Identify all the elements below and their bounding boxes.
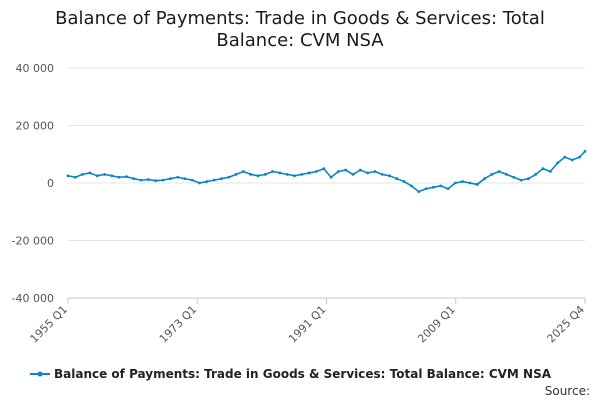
data-point[interactable] xyxy=(439,184,443,188)
y-tick-label: 40 000 xyxy=(16,62,55,75)
data-point[interactable] xyxy=(66,174,70,178)
x-tick-label: 1991 Q1 xyxy=(286,303,329,346)
data-point[interactable] xyxy=(300,172,304,176)
data-point[interactable] xyxy=(139,178,143,182)
data-point[interactable] xyxy=(431,185,435,189)
data-point[interactable] xyxy=(344,168,348,172)
y-tick-label: -40 000 xyxy=(12,292,54,305)
data-point[interactable] xyxy=(336,170,340,173)
source-label: Source: xyxy=(545,384,590,398)
data-point[interactable] xyxy=(154,179,158,183)
data-point[interactable] xyxy=(541,167,545,171)
data-point[interactable] xyxy=(307,171,311,175)
data-point[interactable] xyxy=(205,180,209,183)
data-point[interactable] xyxy=(526,177,530,181)
data-point[interactable] xyxy=(110,174,114,178)
legend[interactable]: Balance of Payments: Trade in Goods & Se… xyxy=(30,367,552,381)
data-point[interactable] xyxy=(402,180,406,183)
data-point[interactable] xyxy=(73,175,77,179)
data-point[interactable] xyxy=(263,172,267,176)
legend-marker xyxy=(37,371,43,377)
data-point[interactable] xyxy=(556,161,559,165)
data-point[interactable] xyxy=(578,155,581,159)
data-point[interactable] xyxy=(293,174,296,178)
data-point[interactable] xyxy=(234,172,238,176)
data-point[interactable] xyxy=(322,167,326,171)
data-point[interactable] xyxy=(227,175,231,179)
data-point[interactable] xyxy=(161,178,165,182)
data-point[interactable] xyxy=(358,168,362,172)
data-point[interactable] xyxy=(190,178,194,182)
gridlines xyxy=(68,67,585,299)
series-layer xyxy=(66,149,587,194)
data-point[interactable] xyxy=(212,178,216,182)
data-point[interactable] xyxy=(490,172,494,176)
data-point[interactable] xyxy=(453,181,457,185)
data-point[interactable] xyxy=(256,174,260,178)
data-point[interactable] xyxy=(278,171,282,175)
data-point[interactable] xyxy=(315,170,318,173)
data-point[interactable] xyxy=(88,171,92,175)
data-point[interactable] xyxy=(103,172,106,176)
data-point[interactable] xyxy=(183,177,187,181)
data-point[interactable] xyxy=(583,149,587,153)
x-tick-label: 2025 Q4 xyxy=(545,303,588,346)
data-point[interactable] xyxy=(410,184,413,188)
y-tick-label: 0 xyxy=(47,177,54,190)
series-line xyxy=(67,150,586,193)
data-point[interactable] xyxy=(176,175,180,179)
y-axis-ticks: 40 000 20 000 0 -20 000 -40 000 xyxy=(12,62,54,305)
data-point[interactable] xyxy=(380,172,384,176)
chart-title-line-2: Balance: CVM NSA xyxy=(216,30,384,51)
chart-title-line-1: Balance of Payments: Trade in Goods & Se… xyxy=(55,8,545,29)
y-tick-label: -20 000 xyxy=(12,235,54,248)
data-point[interactable] xyxy=(497,170,501,173)
data-point[interactable] xyxy=(446,187,450,191)
data-point[interactable] xyxy=(417,190,421,194)
data-point[interactable] xyxy=(132,177,136,181)
data-point[interactable] xyxy=(241,170,245,173)
x-axis: 1955 Q1 1973 Q1 1991 Q1 2009 Q1 2025 Q4 xyxy=(28,297,588,346)
data-point[interactable] xyxy=(351,172,355,176)
data-point[interactable] xyxy=(570,158,574,162)
data-point[interactable] xyxy=(475,183,479,186)
data-point[interactable] xyxy=(249,172,253,176)
data-point[interactable] xyxy=(366,171,369,175)
data-point[interactable] xyxy=(117,175,121,179)
legend-label: Balance of Payments: Trade in Goods & Se… xyxy=(54,367,552,381)
data-point[interactable] xyxy=(548,170,552,173)
data-point[interactable] xyxy=(424,187,428,191)
data-point[interactable] xyxy=(220,177,223,181)
x-tick-label: 1955 Q1 xyxy=(28,303,71,346)
x-tick-label: 2009 Q1 xyxy=(415,303,458,346)
data-point[interactable] xyxy=(505,172,508,176)
data-point[interactable] xyxy=(468,181,472,185)
data-point[interactable] xyxy=(534,172,538,176)
data-point[interactable] xyxy=(373,170,377,173)
data-point[interactable] xyxy=(483,177,486,181)
data-point[interactable] xyxy=(95,174,99,178)
data-point[interactable] xyxy=(125,175,128,179)
data-point[interactable] xyxy=(81,172,85,176)
y-tick-label: 20 000 xyxy=(16,120,55,133)
data-point[interactable] xyxy=(519,178,523,182)
data-point[interactable] xyxy=(146,178,150,181)
x-tick-label: 1973 Q1 xyxy=(157,303,200,346)
data-point[interactable] xyxy=(461,180,464,183)
data-point[interactable] xyxy=(388,174,391,178)
data-point[interactable] xyxy=(512,175,516,179)
data-point[interactable] xyxy=(285,172,289,176)
data-point[interactable] xyxy=(395,177,399,181)
data-point[interactable] xyxy=(198,181,201,185)
data-point[interactable] xyxy=(168,177,172,181)
data-point[interactable] xyxy=(563,155,567,159)
data-point[interactable] xyxy=(329,175,333,179)
data-point[interactable] xyxy=(271,170,275,173)
